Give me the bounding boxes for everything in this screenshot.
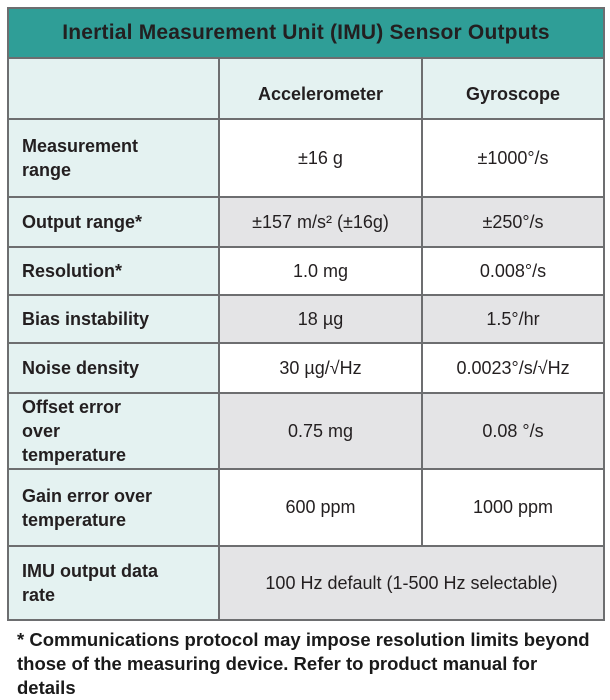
- gyroscope-value: 0.0023°/s/√Hz: [420, 342, 606, 394]
- accelerometer-value: 1.0 mg: [218, 246, 423, 296]
- row-label: Output range*: [7, 196, 220, 248]
- accelerometer-value: 600 ppm: [218, 468, 423, 547]
- accelerometer-value: 18 µg: [218, 294, 423, 344]
- footnote-text: * Communications protocol may impose res…: [17, 629, 590, 698]
- accelerometer-value: ±157 m/s² (±16g): [218, 196, 423, 248]
- column-header-gyroscope: Gyroscope: [420, 57, 606, 120]
- accelerometer-value: 0.75 mg: [218, 392, 423, 470]
- column-header-accelerometer: Accelerometer: [218, 57, 423, 120]
- table-row-gain-error: Gain error over temperature 600 ppm 1000…: [7, 468, 606, 547]
- row-label: Offset error over temperature: [7, 392, 220, 470]
- column-header-row: Accelerometer Gyroscope: [7, 57, 606, 120]
- title-row: Inertial Measurement Unit (IMU) Sensor O…: [6, 7, 606, 59]
- row-label: Measurement range: [7, 118, 220, 198]
- gyroscope-value: 1000 ppm: [420, 468, 606, 547]
- accelerometer-value: ±16 g: [218, 118, 423, 198]
- row-label: Resolution*: [7, 246, 220, 296]
- table-row-noise-density: Noise density 30 µg/√Hz 0.0023°/s/√Hz: [7, 342, 606, 394]
- imu-spec-table-figure: Inertial Measurement Unit (IMU) Sensor O…: [6, 7, 606, 700]
- row-label: Noise density: [7, 342, 220, 394]
- gyroscope-value: 0.008°/s: [420, 246, 606, 296]
- row-label: Bias instability: [7, 294, 220, 344]
- row-label: Gain error over temperature: [7, 468, 220, 547]
- table-row-output-data-rate: IMU output data rate 100 Hz default (1-5…: [7, 545, 606, 621]
- gyroscope-value: ±250°/s: [420, 196, 606, 248]
- gyroscope-value: ±1000°/s: [420, 118, 606, 198]
- combined-value: 100 Hz default (1-500 Hz selectable): [217, 545, 606, 621]
- table-row-resolution: Resolution* 1.0 mg 0.008°/s: [7, 246, 606, 296]
- imu-spec-table: Inertial Measurement Unit (IMU) Sensor O…: [6, 7, 606, 621]
- table-row-output-range: Output range* ±157 m/s² (±16g) ±250°/s: [7, 196, 606, 248]
- row-label: IMU output data rate: [7, 545, 220, 621]
- gyroscope-value: 0.08 °/s: [420, 392, 606, 470]
- table-row-offset-error: Offset error over temperature 0.75 mg 0.…: [7, 392, 606, 470]
- table-row-bias-instability: Bias instability 18 µg 1.5°/hr: [7, 294, 606, 344]
- corner-cell: [7, 57, 220, 120]
- gyroscope-value: 1.5°/hr: [420, 294, 606, 344]
- table-row-measurement-range: Measurement range ±16 g ±1000°/s: [7, 118, 606, 198]
- accelerometer-value: 30 µg/√Hz: [218, 342, 423, 394]
- table-title: Inertial Measurement Unit (IMU) Sensor O…: [6, 7, 606, 59]
